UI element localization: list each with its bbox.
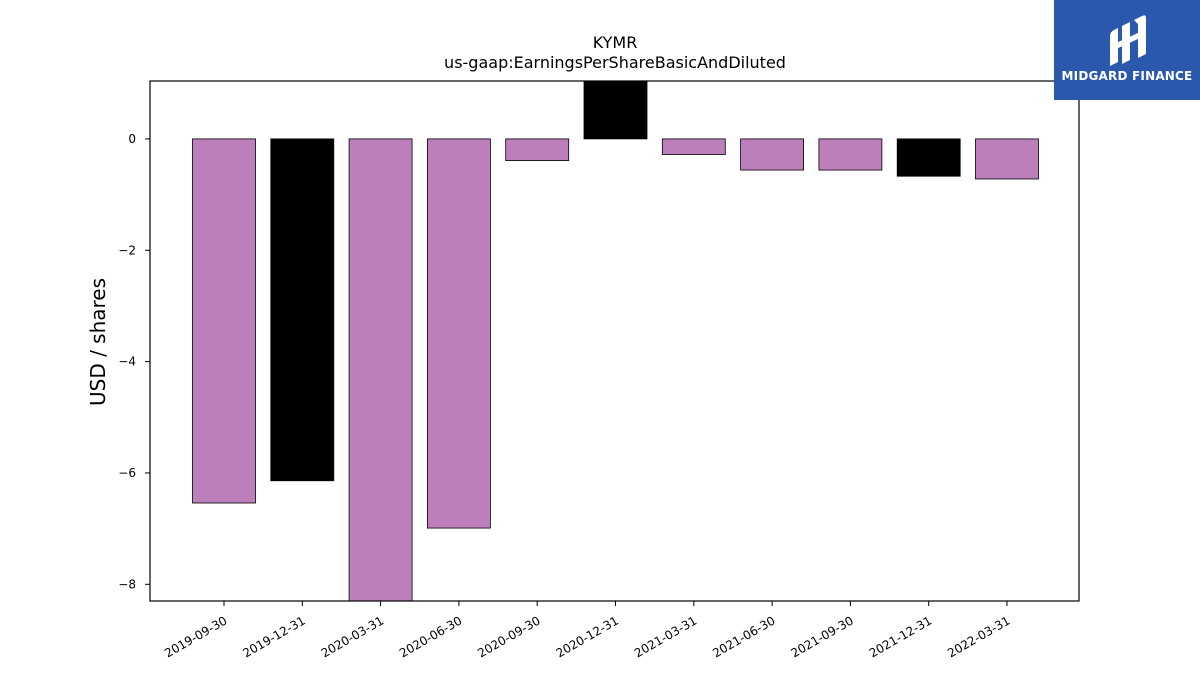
y-axis-label: USD / shares bbox=[86, 278, 110, 406]
x-tick-label: 2021-03-31 bbox=[632, 613, 699, 660]
y-tick-label: 0 bbox=[128, 132, 136, 146]
x-ticks-group: 2019-09-30 2019-12-31 2020-03-31 2020-06-30… bbox=[162, 601, 1013, 660]
bar-2020-06-30 bbox=[426, 138, 491, 529]
x-tick-label: 2019-12-31 bbox=[240, 613, 307, 660]
x-tick-label: 2020-03-31 bbox=[319, 613, 386, 660]
y-tick-label: −8 bbox=[118, 577, 136, 591]
y-tick-label: −4 bbox=[118, 355, 136, 369]
bar-2022-03-31 bbox=[975, 138, 1039, 180]
bar-2021-09-30 bbox=[818, 138, 883, 171]
y-tick-label: −2 bbox=[118, 243, 136, 257]
bar-2019-09-30 bbox=[192, 138, 256, 504]
x-tick-label: 2022-03-31 bbox=[945, 613, 1012, 660]
bar-2020-12-31 bbox=[583, 80, 648, 140]
brand-logo: MIDGARD FINANCE bbox=[1054, 0, 1200, 100]
plot-frame bbox=[149, 80, 1080, 602]
chart-title: KYMR bbox=[593, 33, 638, 52]
x-tick-label: 2021-12-31 bbox=[867, 613, 934, 660]
x-tick-label: 2021-06-30 bbox=[710, 613, 777, 660]
bar-2020-09-30 bbox=[505, 138, 570, 162]
bar-2019-12-31 bbox=[270, 138, 335, 482]
y-ticks-group: 0 −2 −4 −6 −8 bbox=[118, 132, 150, 591]
bar-2021-06-30 bbox=[740, 138, 804, 171]
bars-group bbox=[192, 80, 1039, 602]
y-tick-label: −6 bbox=[118, 466, 136, 480]
bar-2021-12-31 bbox=[896, 138, 961, 177]
x-tick-label: 2019-09-30 bbox=[162, 613, 229, 660]
chart-subtitle: us-gaap:EarningsPerShareBasicAndDiluted bbox=[444, 53, 786, 72]
x-tick-label: 2020-12-31 bbox=[554, 613, 621, 660]
bar-2020-03-31 bbox=[348, 138, 413, 602]
brand-logo-text: MIDGARD FINANCE bbox=[1061, 69, 1193, 83]
x-tick-label: 2020-09-30 bbox=[475, 613, 542, 660]
brand-logo-mark-icon bbox=[1110, 15, 1146, 66]
x-tick-label: 2020-06-30 bbox=[397, 613, 464, 660]
x-tick-label: 2021-09-30 bbox=[788, 613, 855, 660]
bar-2021-03-31 bbox=[661, 138, 726, 155]
